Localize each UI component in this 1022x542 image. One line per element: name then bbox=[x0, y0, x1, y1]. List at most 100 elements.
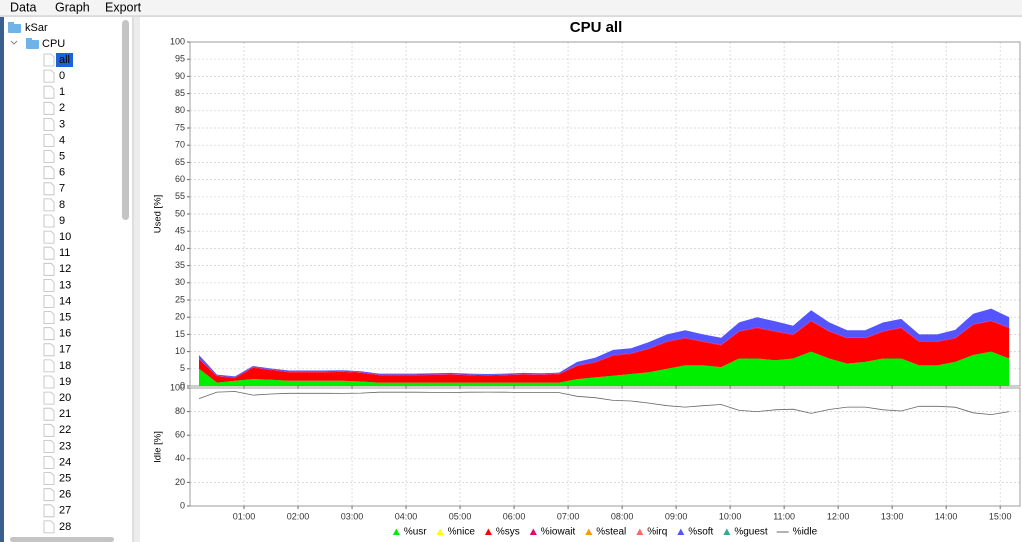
legend-marker bbox=[677, 528, 685, 535]
doc-icon bbox=[43, 118, 55, 131]
doc-icon bbox=[43, 198, 55, 212]
legend-marker bbox=[392, 528, 400, 535]
tree-scrollbar[interactable] bbox=[122, 20, 129, 220]
y-tick-label: 5 bbox=[180, 363, 185, 373]
doc-icon bbox=[43, 85, 55, 99]
chart-panel bbox=[140, 17, 1022, 542]
legend-label: %soft bbox=[688, 527, 713, 538]
doc-icon bbox=[43, 504, 55, 518]
menu-item[interactable]: Data bbox=[10, 0, 36, 14]
doc-icon bbox=[43, 230, 55, 244]
stacked-area bbox=[199, 321, 1010, 383]
y-tick-label: 100 bbox=[170, 382, 185, 392]
x-tick-label: 12:00 bbox=[827, 511, 850, 521]
tree-item[interactable]: 23 bbox=[59, 440, 71, 452]
y-tick-label: 45 bbox=[175, 226, 185, 236]
y-tick-label: 95 bbox=[175, 54, 185, 64]
x-tick-label: 03:00 bbox=[341, 511, 364, 521]
tree-item[interactable]: 2 bbox=[59, 102, 65, 114]
tree-item[interactable]: 8 bbox=[59, 199, 65, 211]
y-tick-label: 80 bbox=[175, 406, 185, 416]
tree-item[interactable]: 5 bbox=[59, 151, 65, 163]
doc-icon bbox=[43, 101, 55, 115]
x-tick-label: 01:00 bbox=[233, 511, 256, 521]
y-tick-label: 15 bbox=[175, 329, 185, 339]
doc-icon bbox=[43, 327, 55, 341]
tree-item[interactable]: 12 bbox=[59, 263, 71, 275]
legend-marker bbox=[436, 528, 444, 535]
tree-item[interactable]: 15 bbox=[59, 312, 71, 324]
tree-chevron[interactable] bbox=[10, 40, 18, 45]
doc-icon bbox=[43, 214, 55, 228]
y-tick-label: 35 bbox=[175, 260, 185, 270]
y-tick-label: 55 bbox=[175, 191, 185, 201]
doc-icon bbox=[43, 69, 55, 83]
tree-item[interactable]: 22 bbox=[59, 424, 71, 436]
y-tick-label: 40 bbox=[175, 243, 185, 253]
y-tick-label: 60 bbox=[175, 174, 185, 184]
menu-item[interactable]: Graph bbox=[55, 0, 90, 14]
tree-item[interactable]: 4 bbox=[59, 134, 65, 146]
y-tick-label: 0 bbox=[180, 500, 185, 510]
legend-label: %iowait bbox=[541, 527, 576, 538]
legend-marker bbox=[484, 528, 492, 535]
tree-item[interactable]: 28 bbox=[59, 521, 71, 533]
line-series bbox=[198, 391, 1010, 416]
tree-item[interactable]: 19 bbox=[59, 376, 71, 388]
doc-icon bbox=[43, 391, 55, 405]
doc-icon bbox=[43, 182, 55, 196]
tree-item[interactable]: 20 bbox=[59, 392, 71, 404]
tree-item[interactable]: 26 bbox=[59, 489, 71, 501]
doc-icon bbox=[43, 279, 55, 292]
tree-item[interactable]: all bbox=[59, 54, 70, 66]
tree-item[interactable]: 3 bbox=[59, 118, 65, 130]
stacked-area bbox=[199, 351, 1010, 386]
tree-hscrollbar[interactable] bbox=[10, 537, 114, 542]
tree-root[interactable]: kSar bbox=[25, 22, 48, 34]
doc-icon bbox=[43, 262, 55, 276]
tree-item[interactable]: 14 bbox=[59, 295, 71, 307]
x-tick-label: 11:00 bbox=[773, 511, 795, 521]
legend-marker bbox=[636, 528, 644, 535]
tree-item[interactable]: 11 bbox=[59, 247, 70, 259]
tree-item[interactable]: 1 bbox=[59, 86, 65, 98]
tree-item[interactable]: 21 bbox=[59, 408, 71, 420]
doc-icon bbox=[43, 520, 55, 534]
y-tick-label: 70 bbox=[175, 140, 185, 150]
folder-tab bbox=[26, 38, 32, 41]
tree-item[interactable]: 6 bbox=[59, 167, 65, 179]
x-tick-label: 14:00 bbox=[935, 511, 958, 521]
legend-marker bbox=[529, 528, 537, 535]
folder-tab bbox=[8, 22, 14, 25]
x-tick-label: 10:00 bbox=[719, 511, 742, 521]
y-tick-label: 85 bbox=[175, 88, 185, 98]
tree-item[interactable]: 16 bbox=[59, 328, 71, 340]
x-tick-label: 08:00 bbox=[611, 511, 634, 521]
tree-group[interactable]: CPU bbox=[42, 38, 65, 50]
tree-item[interactable]: 7 bbox=[59, 183, 65, 195]
y-tick-label: 10 bbox=[175, 346, 185, 356]
window-edge bbox=[0, 17, 4, 542]
y-tick-label: 20 bbox=[175, 477, 185, 487]
tree-item[interactable]: 9 bbox=[59, 215, 65, 227]
tree-item[interactable]: 25 bbox=[59, 473, 71, 485]
tree-item[interactable]: 18 bbox=[59, 360, 71, 372]
menu-bar bbox=[0, 0, 1022, 16]
tree-item[interactable]: 27 bbox=[59, 505, 71, 517]
menu-item[interactable]: Export bbox=[105, 0, 142, 14]
tree-item[interactable]: 10 bbox=[59, 231, 71, 243]
plot-frame bbox=[189, 387, 1021, 507]
doc-icon bbox=[43, 53, 55, 67]
y-axis-label: Idle [%] bbox=[153, 431, 164, 463]
plot-frame bbox=[189, 41, 1021, 387]
tree-item[interactable]: 0 bbox=[59, 70, 65, 82]
tree-item[interactable]: 13 bbox=[59, 279, 71, 291]
y-tick-label: 30 bbox=[175, 277, 185, 287]
doc-icon bbox=[43, 375, 55, 389]
x-tick-label: 09:00 bbox=[665, 511, 688, 521]
y-tick-label: 0 bbox=[180, 380, 185, 390]
tree-item[interactable]: 17 bbox=[59, 344, 71, 356]
y-tick-label: 50 bbox=[175, 208, 185, 218]
tree-item[interactable]: 24 bbox=[59, 456, 71, 468]
doc-icon bbox=[43, 311, 55, 324]
